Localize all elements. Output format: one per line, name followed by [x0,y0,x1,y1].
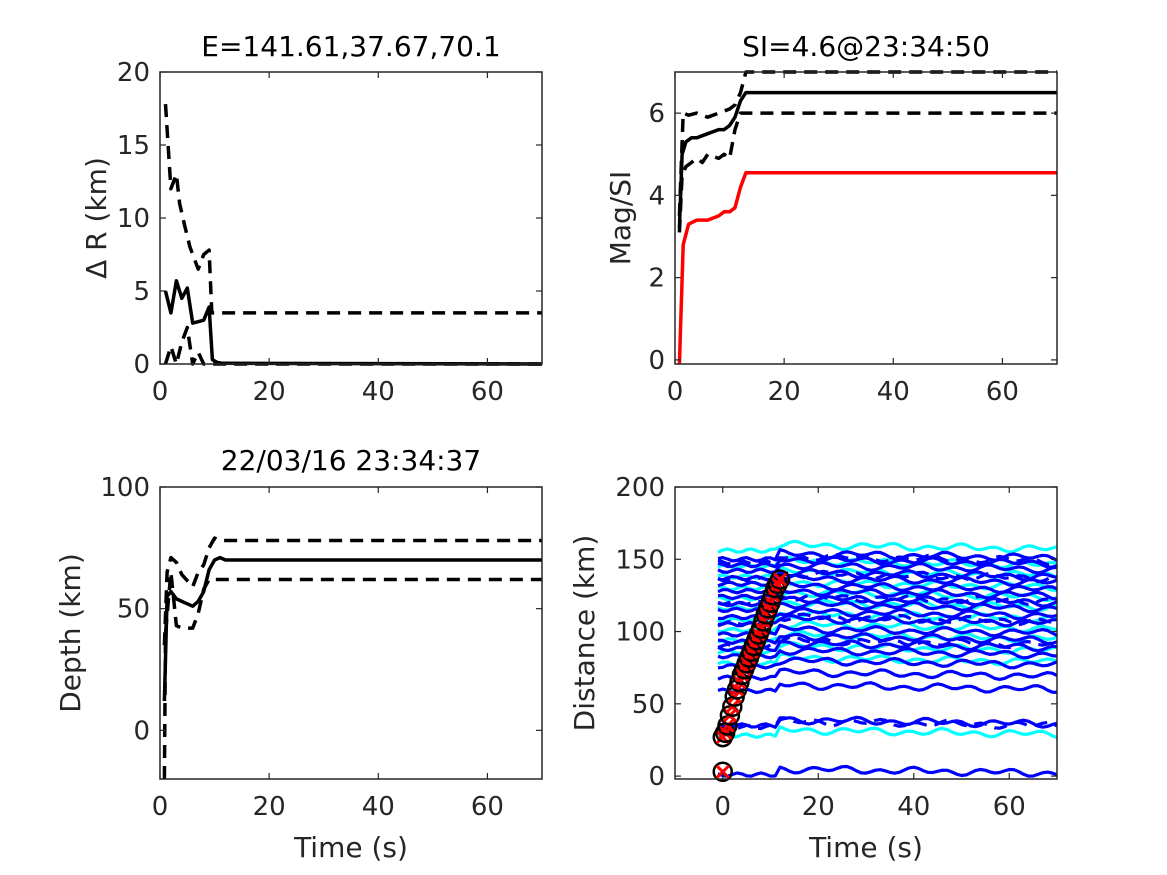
magnitude-series-line [677,171,1057,365]
distance-xlabel: Time (s) [808,831,923,864]
delta-r-ytick-label: 0 [133,350,150,380]
distance-trace [717,715,1058,729]
delta-r-ylabel: Δ R (km) [80,157,113,279]
delta-r-ytick-label: 20 [117,58,150,88]
distance-trace [717,539,1058,554]
distance-trace [717,592,1058,607]
distance-ylabel: Distance (km) [568,535,601,732]
magnitude-series-line [677,90,1057,229]
delta-r-panel: E=141.61,37.67,70.1 0 20 40 60 0 5 10 15 20 Δ R … [80,30,543,407]
delta-r-axes-box [159,71,543,365]
delta-r-series-line [163,103,542,315]
depth-ytick-label: 100 [100,473,150,503]
distance-trace [717,613,1058,628]
distance-trace [717,764,1058,778]
distance-xtick-label: 40 [897,792,930,822]
magnitude-ylabel: Mag/SI [604,171,637,266]
distance-axes-box [674,486,1058,780]
delta-r-ytick-label: 15 [117,131,150,161]
depth-xtick-label: 0 [152,792,169,822]
distance-ytick-label: 200 [615,473,665,503]
delta-r-xtick-label: 60 [471,377,504,407]
depth-panel: 22/03/16 23:34:37 0 20 40 60 0 50 100 Depth (k… [54,444,543,864]
distance-trace [717,681,1058,695]
distance-trace [717,635,1058,650]
magnitude-xtick-label: 40 [877,377,910,407]
magnitude-ytick-label: 6 [648,99,665,129]
distance-panel: 0 20 40 60 0 50 100 150 200 Distance (km) Time (… [568,473,1058,864]
magnitude-panel: SI=4.6@23:34:50 0 20 40 60 0 2 4 6 Mag/SI [604,30,1058,407]
distance-trace [717,569,1058,584]
distance-trace [717,725,1058,740]
distance-trace [717,552,1058,567]
magnitude-xtick-label: 20 [768,377,801,407]
depth-axes-box [159,486,543,780]
distance-xtick-label: 60 [993,792,1026,822]
distance-trace [717,656,1058,670]
distance-ytick-label: 100 [615,618,665,648]
magnitude-title: SI=4.6@23:34:50 [742,30,990,63]
magnitude-xtick-label: 60 [986,377,1019,407]
depth-title: 22/03/16 23:34:37 [221,444,481,477]
depth-ylabel: Depth (km) [54,553,87,713]
distance-xtick-label: 0 [714,792,731,822]
distance-ytick-label: 50 [632,690,665,720]
distance-trace [717,646,1058,660]
pick-marker [769,569,791,590]
delta-r-xtick-label: 40 [362,377,395,407]
depth-xlabel: Time (s) [293,831,408,864]
distance-trace [717,667,1058,682]
depth-ytick-label: 0 [133,716,150,746]
pick-marker [712,761,733,783]
magnitude-ytick-label: 0 [648,346,665,376]
delta-r-title: E=141.61,37.67,70.1 [201,30,500,63]
magnitude-series-line [677,111,1057,233]
depth-series-line [162,555,542,702]
magnitude-ytick-label: 2 [648,264,665,294]
magnitude-axes-box [674,71,1058,365]
delta-r-ytick-label: 5 [133,277,150,307]
depth-ytick-label: 50 [117,595,150,625]
delta-r-xtick-label: 0 [152,377,169,407]
depth-xtick-label: 60 [471,792,504,822]
delta-r-ytick-label: 10 [117,204,150,234]
delta-r-xtick-label: 20 [253,377,286,407]
distance-ytick-label: 0 [648,762,665,792]
depth-series-line [162,536,542,646]
distance-trace [717,716,1058,731]
distance-ytick-label: 150 [615,545,665,575]
depth-xtick-label: 20 [253,792,286,822]
distance-xtick-label: 20 [802,792,835,822]
distance-trace [717,623,1058,638]
magnitude-ytick-label: 4 [648,181,665,211]
magnitude-xtick-label: 0 [667,377,684,407]
depth-series-line [162,570,542,780]
distance-trace [717,612,1058,627]
depth-xtick-label: 40 [362,792,395,822]
distance-trace [717,619,1058,634]
magnitude-series-line [677,70,1057,216]
